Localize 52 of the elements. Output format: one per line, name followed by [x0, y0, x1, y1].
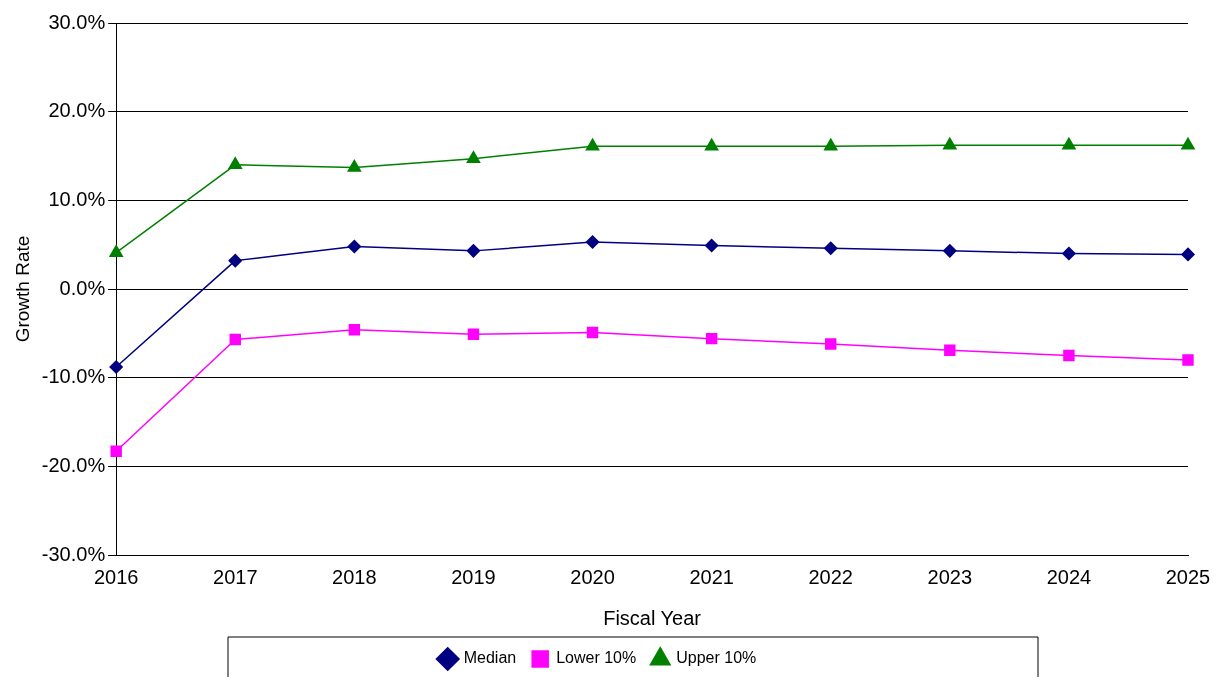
point	[943, 244, 957, 258]
point	[585, 235, 600, 249]
point	[943, 137, 957, 150]
y-tick-label: 30.0%	[48, 10, 106, 33]
x-tick-label: 2022	[808, 565, 853, 588]
point	[585, 138, 600, 151]
point	[1181, 137, 1195, 150]
point	[228, 157, 243, 170]
point	[823, 241, 838, 255]
x-tick-label: 2024	[1046, 565, 1092, 588]
point	[109, 360, 123, 374]
point	[467, 328, 480, 340]
y-tick-label: 10.0%	[48, 187, 106, 210]
legend-label: Lower 10%	[556, 649, 637, 667]
x-tick-label: 2017	[213, 565, 258, 588]
point	[823, 138, 838, 151]
point	[347, 159, 362, 172]
y-tick-label: 20.0%	[48, 99, 106, 122]
point	[586, 326, 599, 339]
point	[825, 338, 837, 350]
y-tick-label: -10.0%	[41, 365, 106, 388]
point	[704, 238, 719, 253]
point	[944, 344, 956, 356]
x-tick-label: 2019	[451, 565, 496, 588]
point	[347, 239, 362, 254]
y-tick-label: -30.0%	[41, 542, 106, 565]
point	[704, 138, 719, 151]
x-tick-label: 2020	[570, 565, 615, 588]
point	[110, 445, 122, 457]
point	[1063, 349, 1075, 362]
point	[348, 324, 361, 336]
x-tick-label: 2025	[1165, 565, 1211, 588]
point	[1062, 246, 1076, 261]
x-tick-label: 2016	[93, 565, 139, 588]
point	[705, 332, 718, 345]
point	[1181, 247, 1195, 262]
x-tick-label: 2018	[332, 565, 377, 588]
point	[229, 333, 241, 346]
x-tick-label: 2023	[927, 565, 973, 588]
legend-label: Upper 10%	[676, 649, 757, 667]
y-tick-label: -20.0%	[41, 453, 106, 476]
point	[1062, 137, 1076, 150]
y-tick-label: 0.0%	[59, 276, 106, 299]
x-axis-title: Fiscal Year	[603, 606, 702, 629]
legend-label: Median	[463, 649, 517, 667]
point	[1182, 354, 1194, 366]
x-tick-label: 2021	[689, 565, 734, 588]
point	[466, 150, 481, 163]
point	[228, 253, 243, 268]
y-axis-title: Growth Rate	[11, 235, 33, 343]
point	[466, 244, 481, 258]
point	[109, 244, 123, 257]
